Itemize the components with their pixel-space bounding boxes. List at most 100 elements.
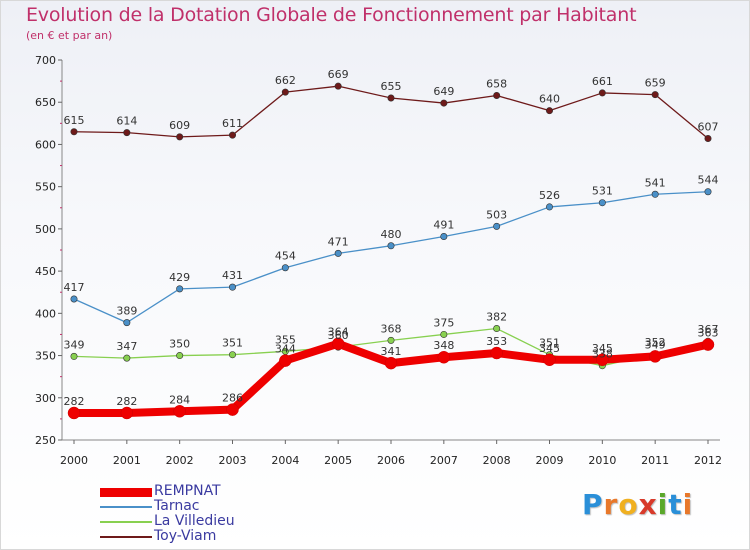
data-label: 375 (433, 316, 454, 329)
data-label: 351 (222, 337, 243, 350)
data-label: 368 (381, 322, 402, 335)
data-label: 282 (64, 395, 85, 408)
data-label: 655 (381, 80, 402, 93)
data-point (281, 88, 289, 96)
data-label: 351 (539, 337, 560, 350)
data-point (70, 128, 78, 136)
data-point (545, 107, 553, 115)
data-label: 341 (381, 345, 402, 358)
data-point (387, 336, 395, 344)
data-point (596, 353, 609, 367)
data-point (334, 249, 342, 257)
x-tick-label: 2004 (271, 454, 299, 467)
x-tick-label: 2008 (483, 454, 511, 467)
data-label: 431 (222, 269, 243, 282)
data-label: 659 (645, 77, 666, 90)
chart-subtitle: (en € et par an) (26, 29, 113, 42)
y-tick-label: 350 (35, 350, 56, 363)
y-tick-label: 700 (35, 54, 56, 67)
legend-swatch (100, 536, 152, 538)
data-point (387, 242, 395, 250)
x-tick-label: 2011 (641, 454, 669, 467)
data-point (123, 319, 131, 327)
data-point (701, 338, 715, 351)
data-label: 389 (116, 305, 137, 318)
data-label: 360 (328, 329, 349, 342)
data-label: 609 (169, 119, 190, 132)
y-tick-label: 650 (35, 96, 56, 109)
data-point (598, 89, 606, 97)
legend-swatch (100, 521, 152, 523)
data-point (229, 351, 237, 359)
data-point (704, 135, 712, 143)
data-point (123, 354, 131, 362)
data-point (651, 91, 659, 99)
data-label: 614 (116, 115, 137, 128)
x-tick-label: 2002 (166, 454, 194, 467)
x-tick-label: 2009 (536, 454, 564, 467)
data-label: 282 (116, 395, 137, 408)
data-point (387, 94, 395, 102)
data-point (704, 188, 712, 196)
proxiti-logo: Proxiti (582, 488, 694, 521)
x-tick-label: 2006 (377, 454, 405, 467)
data-label: 611 (222, 117, 243, 130)
data-point (176, 285, 184, 293)
data-point (173, 405, 186, 418)
data-label: 640 (539, 93, 560, 106)
data-label: 350 (169, 338, 190, 351)
data-point (123, 129, 131, 137)
y-tick-label: 600 (35, 138, 56, 151)
data-point (545, 203, 553, 211)
data-point (226, 403, 239, 416)
x-tick-label: 2007 (430, 454, 458, 467)
data-label: 349 (645, 338, 666, 351)
data-point (543, 353, 556, 367)
data-point (598, 199, 606, 207)
chart-title: Evolution de la Dotation Globale de Fonc… (26, 4, 637, 26)
data-label: 658 (486, 77, 507, 90)
y-tick-label: 400 (35, 307, 56, 320)
x-tick-label: 2000 (60, 454, 88, 467)
y-tick-label: 300 (35, 392, 56, 405)
data-point (331, 337, 345, 350)
data-point (229, 131, 237, 139)
series-line-tarnac (73, 191, 709, 324)
data-label: 544 (698, 174, 719, 187)
data-label: 349 (64, 338, 85, 351)
data-label: 367 (698, 323, 719, 336)
data-point (281, 264, 289, 272)
data-label: 615 (64, 114, 85, 127)
y-tick-label: 450 (35, 265, 56, 278)
x-tick-label: 2003 (219, 454, 247, 467)
data-point (279, 354, 292, 367)
data-point (120, 406, 134, 420)
data-point (440, 330, 448, 338)
y-tick-label: 500 (35, 223, 56, 236)
legend-swatch (100, 487, 152, 497)
data-point (229, 283, 237, 291)
data-label: 429 (169, 271, 190, 284)
data-point (440, 99, 448, 107)
data-label: 364 (328, 326, 349, 339)
data-label: 526 (539, 189, 560, 202)
data-label: 347 (116, 340, 137, 353)
data-label: 345 (539, 342, 560, 355)
legend-label: Toy-Viam (154, 528, 217, 544)
data-point (493, 91, 501, 99)
data-label: 454 (275, 250, 296, 263)
data-label: 541 (645, 176, 666, 189)
data-point (176, 133, 184, 141)
x-tick-label: 2005 (324, 454, 352, 467)
data-point (493, 325, 501, 333)
data-label: 662 (275, 74, 296, 87)
data-label: 355 (275, 333, 296, 346)
data-label: 352 (645, 336, 666, 349)
data-label: 353 (486, 335, 507, 348)
legend-label: Tarnac (154, 498, 200, 514)
data-label: 284 (169, 393, 190, 406)
data-label: 417 (64, 281, 85, 294)
data-point (648, 350, 662, 363)
